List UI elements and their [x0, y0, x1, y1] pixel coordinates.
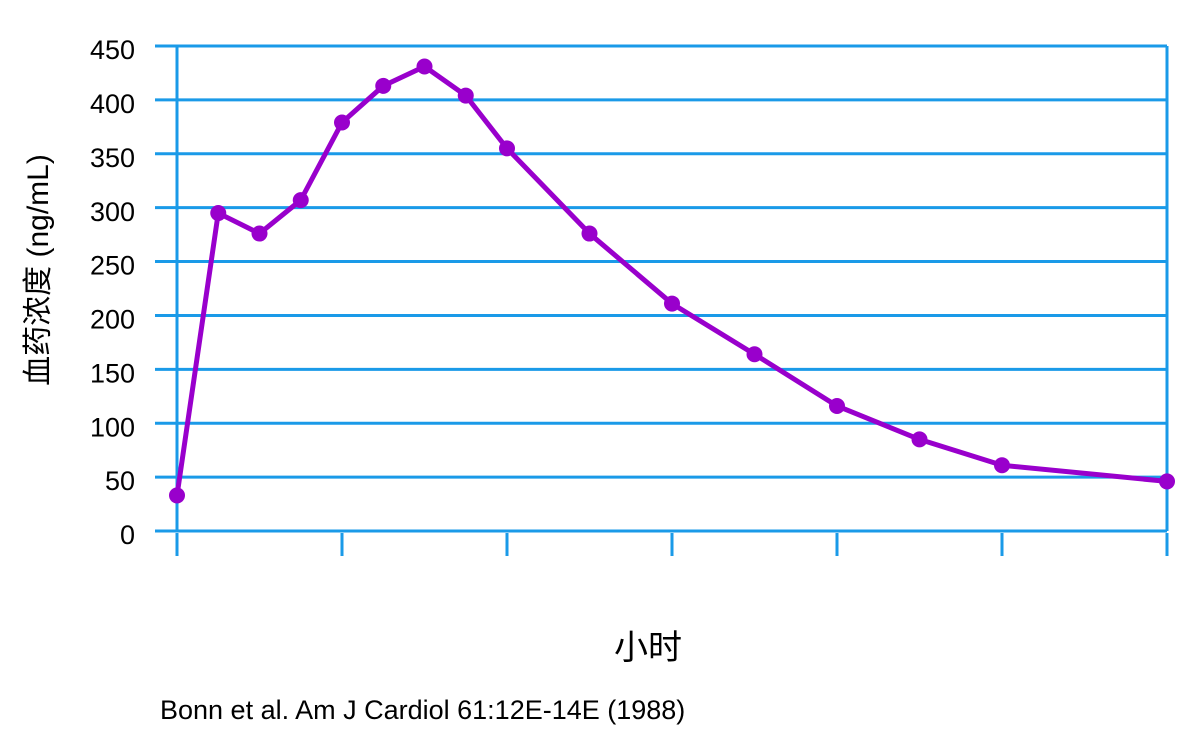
y-tick-label: 450	[90, 35, 135, 65]
data-point	[457, 87, 474, 104]
data-line	[174, 63, 1168, 496]
data-point	[375, 77, 392, 94]
y-tick-label: 0	[120, 520, 135, 550]
y-tick-label: 150	[90, 358, 135, 388]
y-tick-label: 200	[90, 305, 135, 335]
y-axis-label: 血药浓度 (ng/mL)	[22, 154, 55, 386]
data-point	[251, 225, 268, 242]
data-point	[499, 140, 515, 157]
data-point	[210, 205, 227, 222]
data-point	[664, 295, 680, 312]
data-point	[994, 457, 1010, 474]
source-note: Bonn et al. Am J Cardiol 61:12E-14E (198…	[160, 695, 685, 725]
x-axis-label: 小时	[614, 628, 682, 668]
y-tick-label: 100	[90, 412, 135, 442]
data-point	[292, 192, 309, 209]
y-tick-label: 50	[105, 466, 135, 496]
data-point	[581, 225, 598, 242]
data-point	[1159, 473, 1175, 490]
data-point	[911, 431, 928, 448]
data-point	[829, 397, 845, 414]
y-tick-label: 250	[90, 251, 135, 281]
data-point	[334, 114, 350, 131]
y-tick-label: 300	[90, 197, 135, 227]
data-point	[169, 487, 185, 504]
y-tick-label: 350	[90, 143, 135, 173]
y-tick-label: 400	[90, 89, 135, 119]
data-point	[746, 346, 763, 363]
data-point	[416, 58, 433, 75]
